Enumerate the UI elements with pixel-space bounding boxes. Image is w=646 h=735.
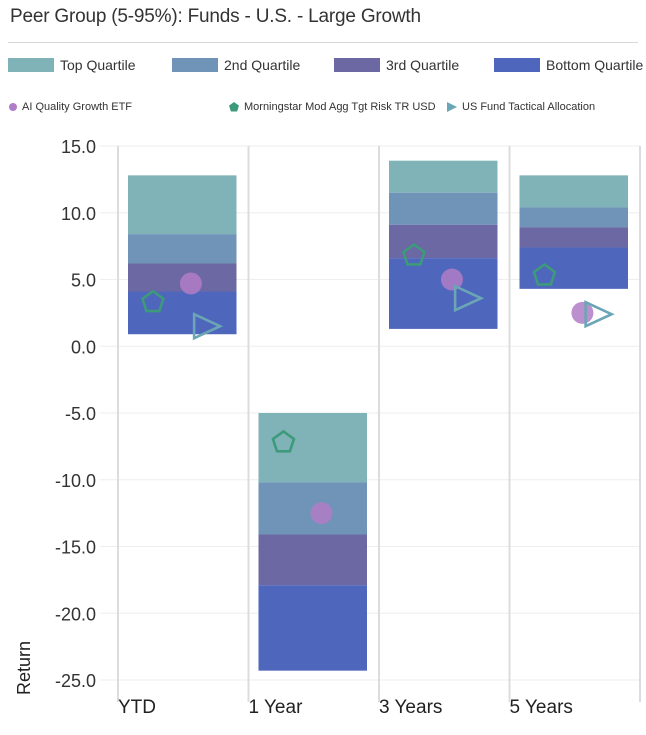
legend-swatch-top-quartile — [8, 58, 54, 72]
data-point-morningstar-index — [271, 429, 296, 453]
legend-label-ai-quality-growth-etf: AI Quality Growth ETF — [22, 101, 133, 113]
legend-label-us-fund-tactical-allocation: US Fund Tactical Allocation — [462, 101, 596, 113]
y-tick-label: -10.0 — [55, 471, 96, 491]
y-tick-label: -15.0 — [55, 538, 96, 558]
y-tick-label: -20.0 — [55, 604, 96, 624]
quartile-bar-4 — [258, 585, 367, 671]
data-point-ai-quality-growth-etf — [440, 268, 463, 291]
y-tick-label: 10.0 — [61, 204, 96, 224]
pentagon-icon — [229, 102, 239, 112]
triangle-icon — [447, 102, 457, 112]
data-point-us-fund-tactical-allocation — [584, 300, 615, 329]
chart-title: Peer Group (5-95%): Funds - U.S. - Large… — [10, 6, 421, 27]
data-point-us-fund-tactical-allocation — [453, 284, 485, 313]
y-axis-label: Return — [14, 641, 34, 695]
legend-item-2nd-quartile: 2nd Quartile — [172, 54, 300, 76]
quartile-bar-1 — [389, 160, 498, 193]
y-tick-label: -5.0 — [65, 404, 96, 424]
x-tick-label: 3 Years — [379, 697, 442, 718]
legend-item-3rd-quartile: 3rd Quartile — [334, 54, 459, 76]
quartile-bar-1 — [519, 175, 628, 208]
legend-item-bottom-quartile: Bottom Quartile — [494, 54, 643, 76]
legend-label-top-quartile: Top Quartile — [60, 57, 136, 73]
y-tick-label: 5.0 — [71, 271, 96, 291]
legend-swatch-bottom-quartile — [494, 58, 540, 72]
quartile-bar-4 — [389, 258, 498, 329]
x-tick-label: 5 Years — [510, 697, 573, 718]
x-tick-label: YTD — [118, 697, 156, 718]
legend-label-2nd-quartile: 2nd Quartile — [224, 57, 301, 73]
quartile-legend: Top Quartile 2nd Quartile 3rd Quartile B… — [0, 54, 646, 76]
data-point-ai-quality-growth-etf — [179, 272, 202, 295]
quartile-bar-1 — [128, 175, 237, 235]
quartile-bar-3 — [258, 534, 367, 586]
y-tick-label: 15.0 — [61, 137, 96, 157]
legend-item-ai-quality-growth-etf: AI Quality Growth ETF — [8, 98, 132, 116]
y-tick-label: 0.0 — [71, 337, 96, 357]
quartile-bar-2 — [128, 234, 237, 264]
x-tick-label: 1 Year — [249, 697, 304, 718]
title-divider — [8, 42, 638, 43]
data-point-morningstar-index — [140, 289, 165, 313]
quartile-bar-2 — [519, 207, 628, 228]
legend-label-3rd-quartile: 3rd Quartile — [386, 57, 460, 73]
data-point-ai-quality-growth-etf — [310, 502, 333, 525]
data-point-ai-quality-growth-etf — [571, 301, 594, 324]
legend-item-morningstar-index: Morningstar Mod Agg Tgt Risk TR USD — [228, 98, 436, 116]
data-point-morningstar-index — [532, 262, 557, 286]
data-point-us-fund-tactical-allocation — [192, 312, 224, 341]
legend-label-bottom-quartile: Bottom Quartile — [546, 57, 644, 73]
data-point-morningstar-index — [401, 242, 426, 266]
legend-item-us-fund-tactical-allocation: US Fund Tactical Allocation — [446, 98, 595, 116]
quartile-bar-2 — [389, 192, 498, 225]
legend-swatch-3rd-quartile — [334, 58, 380, 72]
marker-legend: AI Quality Growth ETF Morningstar Mod Ag… — [0, 98, 646, 116]
legend-swatch-2nd-quartile — [172, 58, 218, 72]
quartile-bar-3 — [519, 227, 628, 248]
y-tick-label: -25.0 — [55, 671, 96, 691]
circle-icon — [9, 103, 17, 111]
quartile-bar-3 — [389, 224, 498, 259]
quartile-bar-4 — [519, 247, 628, 289]
legend-label-morningstar-index: Morningstar Mod Agg Tgt Risk TR USD — [244, 101, 436, 113]
legend-item-top-quartile: Top Quartile — [8, 54, 135, 76]
